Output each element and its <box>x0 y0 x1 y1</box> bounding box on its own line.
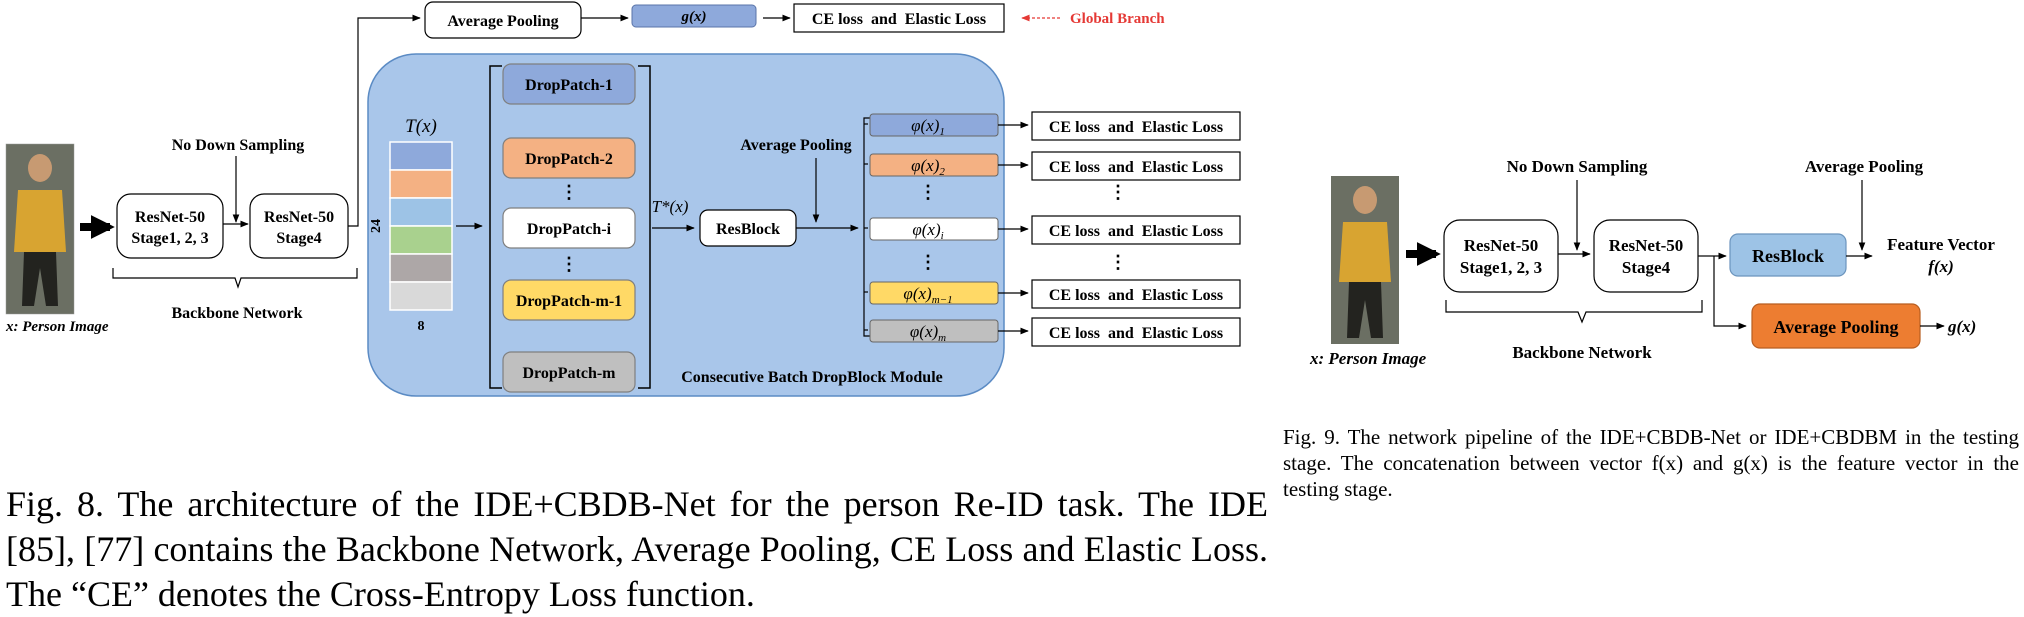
phi-label: φ(x)2 <box>911 156 945 178</box>
fig9-resblock-box <box>1729 233 1847 277</box>
person-image <box>5 143 75 315</box>
phi-bracket <box>863 117 872 337</box>
droppatch-box <box>502 207 636 249</box>
fig9-caption: Fig. 9. The network pipeline of the IDE+… <box>1283 425 2019 501</box>
fig9-gx-label: g(x) <box>1947 317 1976 336</box>
tensor-stack <box>389 141 453 311</box>
fig9-backbone-brace <box>1445 300 1703 324</box>
branch-loss-label: CE loss and Elastic Loss <box>1049 119 1223 136</box>
fig9-no-down-label: No Down Sampling <box>1507 157 1648 176</box>
resnet-stage123-box <box>116 193 224 259</box>
fig9-resblock-label: ResBlock <box>1752 246 1824 266</box>
fig8-caption: Fig. 8. The architecture of the IDE+CBDB… <box>6 484 1268 614</box>
droppatch-dots: ⋮ <box>560 254 578 274</box>
fig9-avg-pool-bottom-label: Average Pooling <box>1773 317 1898 337</box>
phi-label: φ(x)m−1 <box>903 284 952 306</box>
person-image-fig9 <box>1331 176 1399 344</box>
fig9-backbone-label: Backbone Network <box>1512 343 1652 362</box>
phi-label: φ(x)m <box>910 322 946 344</box>
branch-loss-label: CE loss and Elastic Loss <box>1049 325 1223 342</box>
droppatch-label: DropPatch-i <box>527 221 612 238</box>
avg-pool2-label: Average Pooling <box>740 137 851 154</box>
global-branch-label: Global Branch <box>1070 11 1165 27</box>
droppatch-dots: ⋮ <box>560 182 578 202</box>
fig9-feature-l1: Feature Vector <box>1887 235 1995 254</box>
droppatch-right-bracket <box>638 65 651 389</box>
fig9-resnet1-box <box>1443 219 1559 293</box>
fig9-resnet2-l2: Stage4 <box>1622 258 1671 277</box>
resnet-stage4-l2: Stage4 <box>276 230 321 247</box>
droppatch-box <box>502 63 636 105</box>
branch-loss-box <box>1031 317 1241 347</box>
no-down-sampling-label: No Down Sampling <box>172 137 304 154</box>
phi-dots: ⋮ <box>919 182 937 202</box>
fig9-resnet2-l1: ResNet-50 <box>1609 236 1684 255</box>
phi-dots: ⋮ <box>919 252 937 272</box>
fig9-resnet1-l1: ResNet-50 <box>1464 236 1539 255</box>
person-label: x: Person Image <box>5 319 109 335</box>
resnet-stage123-l2: Stage1, 2, 3 <box>131 230 208 247</box>
tx-label: T(x) <box>405 116 437 137</box>
droppatch-box <box>502 279 636 321</box>
branch-loss-box <box>1031 215 1241 245</box>
branch-loss-box <box>1031 151 1241 181</box>
loss-dots: ⋮ <box>1109 252 1127 272</box>
droppatch-box <box>502 351 636 393</box>
droppatch-label: DropPatch-m-1 <box>516 293 622 310</box>
tensor-slice <box>389 197 453 227</box>
loss-dots: ⋮ <box>1109 182 1127 202</box>
droppatch-left-bracket <box>489 65 502 389</box>
droppatch-box <box>502 137 636 179</box>
global-loss-label: CE loss and Elastic Loss <box>812 11 986 28</box>
fig9-feature-l2: f(x) <box>1928 257 1953 276</box>
droppatch-label: DropPatch-2 <box>525 151 613 168</box>
branch-loss-label: CE loss and Elastic Loss <box>1049 223 1223 240</box>
phi-label: φ(x)i <box>912 220 943 242</box>
tensor-slice <box>389 169 453 199</box>
gx-box <box>631 4 757 28</box>
tstar-label: T*(x) <box>652 197 689 216</box>
fig9-avg-pool-top-label: Average Pooling <box>1805 157 1924 176</box>
resnet-stage4-box <box>249 193 349 259</box>
branch-loss-box <box>1031 111 1241 141</box>
fig9-resnet2-box <box>1593 219 1699 293</box>
tensor-slice <box>389 225 453 255</box>
backbone-brace <box>112 268 358 289</box>
module-label: Consecutive Batch DropBlock Module <box>681 369 942 386</box>
person-label-fig9: x: Person Image <box>1309 349 1427 368</box>
gx-label: g(x) <box>681 9 707 25</box>
global-avg-pool-box <box>424 1 582 39</box>
tensor-dim-h: 24 <box>369 219 384 233</box>
resnet-stage4-l1: ResNet-50 <box>264 209 334 226</box>
resnet-stage123-l1: ResNet-50 <box>135 209 205 226</box>
branch-loss-box <box>1031 279 1241 309</box>
branch-loss-label: CE loss and Elastic Loss <box>1049 287 1223 304</box>
resblock-label: ResBlock <box>716 221 780 238</box>
branch-loss-label: CE loss and Elastic Loss <box>1049 159 1223 176</box>
tensor-dim-w: 8 <box>418 319 425 334</box>
global-loss-box <box>793 3 1005 33</box>
tensor-slice <box>389 281 453 311</box>
backbone-label: Backbone Network <box>171 305 302 322</box>
droppatch-label: DropPatch-m <box>522 365 616 382</box>
fig9-resnet1-l2: Stage1, 2, 3 <box>1460 258 1542 277</box>
global-avg-pool-label: Average Pooling <box>447 13 558 30</box>
phi-label: φ(x)1 <box>911 116 945 138</box>
tensor-slice <box>389 253 453 283</box>
tensor-slice <box>389 141 453 171</box>
droppatch-label: DropPatch-1 <box>525 77 613 94</box>
